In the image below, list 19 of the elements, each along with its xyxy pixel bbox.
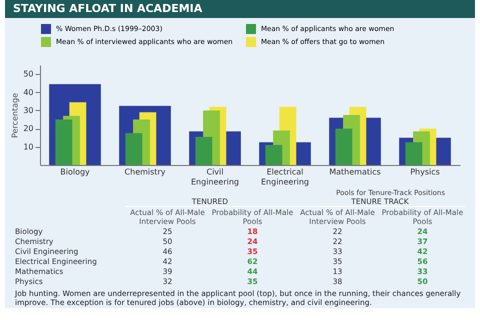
chart-title: STAYING AFLOAT IN ACADEMIA [5,0,475,18]
bar [265,145,282,165]
x-tick-label: Civil Engineering [191,168,239,186]
x-tick-label: Chemistry [124,168,166,176]
bar [55,120,72,165]
y-tick-label: 10 [23,142,34,152]
bar [125,133,142,165]
x-tick-label: Electrical Engineering [261,168,309,186]
x-tick-label: Mathematics [329,168,381,176]
y-tick-label: 50 [23,70,34,79]
x-tick-label: Biology [60,168,90,176]
x-tick-label: Physics [410,168,440,176]
y-tick-label: 30 [23,106,34,115]
bar [335,128,352,165]
bar [195,136,212,165]
y-tick-label: 20 [23,124,34,134]
bar [405,142,422,165]
y-tick-label: 40 [23,88,34,97]
y-axis-title: Percentage [10,92,20,138]
